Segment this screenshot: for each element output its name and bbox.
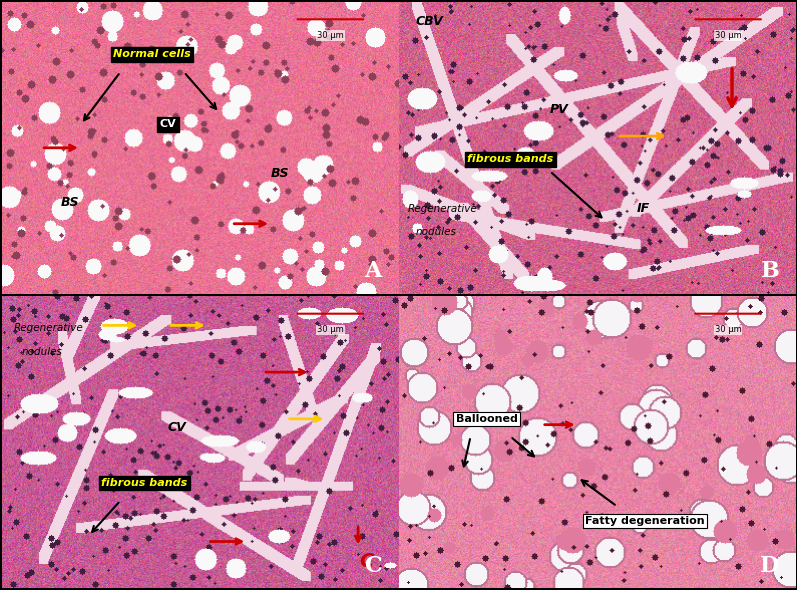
Text: 30 µm: 30 µm	[317, 31, 344, 40]
Text: Normal cells: Normal cells	[113, 50, 191, 60]
Text: Ballooned: Ballooned	[456, 414, 517, 424]
Text: C: C	[364, 555, 382, 576]
Text: BS: BS	[61, 196, 80, 209]
Text: 30 µm: 30 µm	[715, 326, 741, 335]
Text: fibrous bands: fibrous bands	[101, 478, 187, 488]
Text: nodules: nodules	[415, 227, 456, 237]
Text: D: D	[760, 555, 779, 576]
Text: Regenerative: Regenerative	[407, 204, 477, 214]
Text: 30 µm: 30 µm	[715, 31, 741, 40]
Text: CV: CV	[159, 119, 176, 129]
Text: C: C	[359, 552, 373, 571]
Text: IF: IF	[637, 202, 650, 215]
Text: Regenerative: Regenerative	[14, 323, 83, 333]
Text: PV: PV	[550, 103, 568, 116]
Text: nodules: nodules	[22, 346, 62, 356]
Text: CBV: CBV	[415, 15, 443, 28]
Text: Fatty degeneration: Fatty degeneration	[585, 516, 705, 526]
Text: A: A	[364, 260, 382, 282]
Text: BS: BS	[271, 167, 289, 180]
Text: CV: CV	[168, 421, 186, 434]
Text: B: B	[760, 260, 779, 282]
Text: fibrous bands: fibrous bands	[467, 155, 553, 165]
Text: 30 µm: 30 µm	[317, 326, 344, 335]
